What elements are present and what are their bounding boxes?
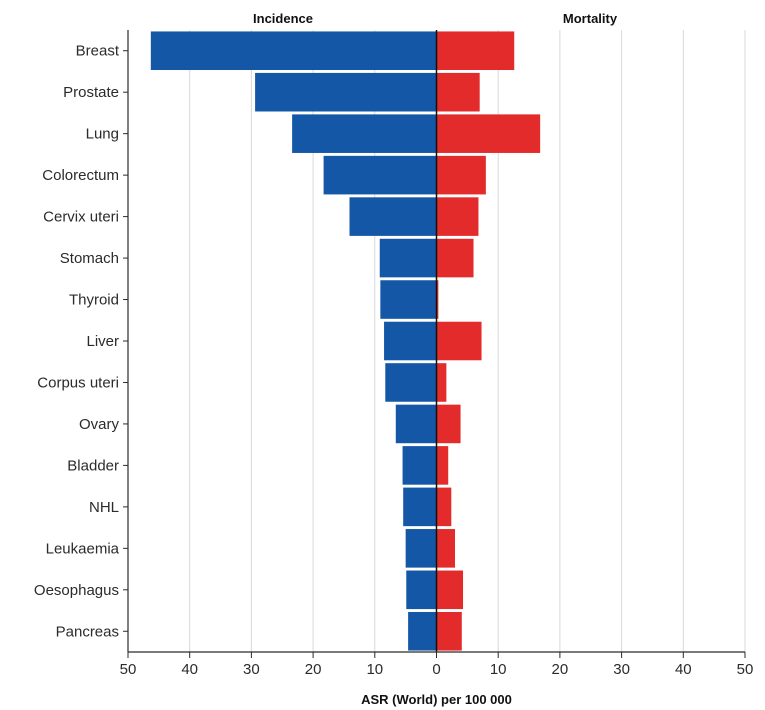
mortality-bar <box>436 155 486 195</box>
category-label: Colorectum <box>42 167 119 184</box>
category-label: Leukaemia <box>46 540 120 557</box>
incidence-bar <box>403 487 437 527</box>
incidence-bar <box>349 197 437 236</box>
incidence-bar <box>323 155 437 195</box>
x-tick-label: 50 <box>737 661 754 678</box>
incidence-bar <box>408 611 437 651</box>
xtick-layer: 50 40 30 20 10 0 10 20 30 40 50 <box>120 652 754 678</box>
category-label: Ovary <box>79 416 120 433</box>
mortality-bar <box>436 72 480 112</box>
x-tick-label: 40 <box>675 661 692 678</box>
incidence-bar <box>380 280 437 319</box>
incidence-bar <box>402 446 437 485</box>
mortality-bar <box>436 197 479 236</box>
category-label: Liver <box>86 333 119 350</box>
mortality-bar <box>436 570 464 610</box>
category-label: Corpus uteri <box>37 374 119 391</box>
x-tick-label: 20 <box>305 661 322 678</box>
category-label: Breast <box>76 43 120 60</box>
category-label: NHL <box>89 499 119 516</box>
category-label: Thyroid <box>69 292 119 309</box>
x-tick-label: 50 <box>120 661 137 678</box>
x-tick-label: 10 <box>366 661 383 678</box>
category-label: Stomach <box>60 250 119 267</box>
mortality-bar <box>436 611 462 651</box>
mortality-bar <box>436 238 474 278</box>
mortality-heading: Mortality <box>563 11 618 26</box>
x-tick-label: 20 <box>552 661 569 678</box>
mortality-bar <box>436 487 452 527</box>
incidence-bar <box>379 238 437 278</box>
mortality-bar <box>436 363 447 402</box>
incidence-bar <box>405 529 437 568</box>
x-axis-title: ASR (World) per 100 000 <box>361 692 512 707</box>
x-tick-label: 0 <box>432 661 440 678</box>
incidence-bar <box>385 363 437 402</box>
mortality-bar <box>436 280 439 319</box>
incidence-bar <box>292 114 437 153</box>
x-tick-label: 30 <box>613 661 630 678</box>
incidence-bar <box>384 321 437 361</box>
mortality-bar <box>436 31 515 71</box>
category-label: Cervix uteri <box>43 209 119 226</box>
x-tick-label: 40 <box>181 661 198 678</box>
mortality-bar <box>436 446 449 485</box>
incidence-bar <box>150 31 437 71</box>
mortality-bar <box>436 404 461 444</box>
mortality-bar <box>436 321 482 361</box>
category-label: Prostate <box>63 84 119 101</box>
incidence-bar <box>406 570 437 610</box>
category-label: Lung <box>86 126 119 143</box>
category-label: Oesophagus <box>34 582 119 599</box>
incidence-bar <box>395 404 437 444</box>
ytick-layer: Breast Prostate Lung Colorectum Cervix uteri… <box>34 43 128 640</box>
x-tick-label: 10 <box>490 661 507 678</box>
incidence-bar <box>255 72 437 112</box>
category-label: Pancreas <box>56 623 119 640</box>
x-tick-label: 30 <box>243 661 260 678</box>
category-label: Bladder <box>67 457 119 474</box>
mortality-bar <box>436 529 456 568</box>
bar-layer <box>150 31 541 651</box>
incidence-heading: Incidence <box>253 11 313 26</box>
mortality-bar <box>436 114 541 153</box>
